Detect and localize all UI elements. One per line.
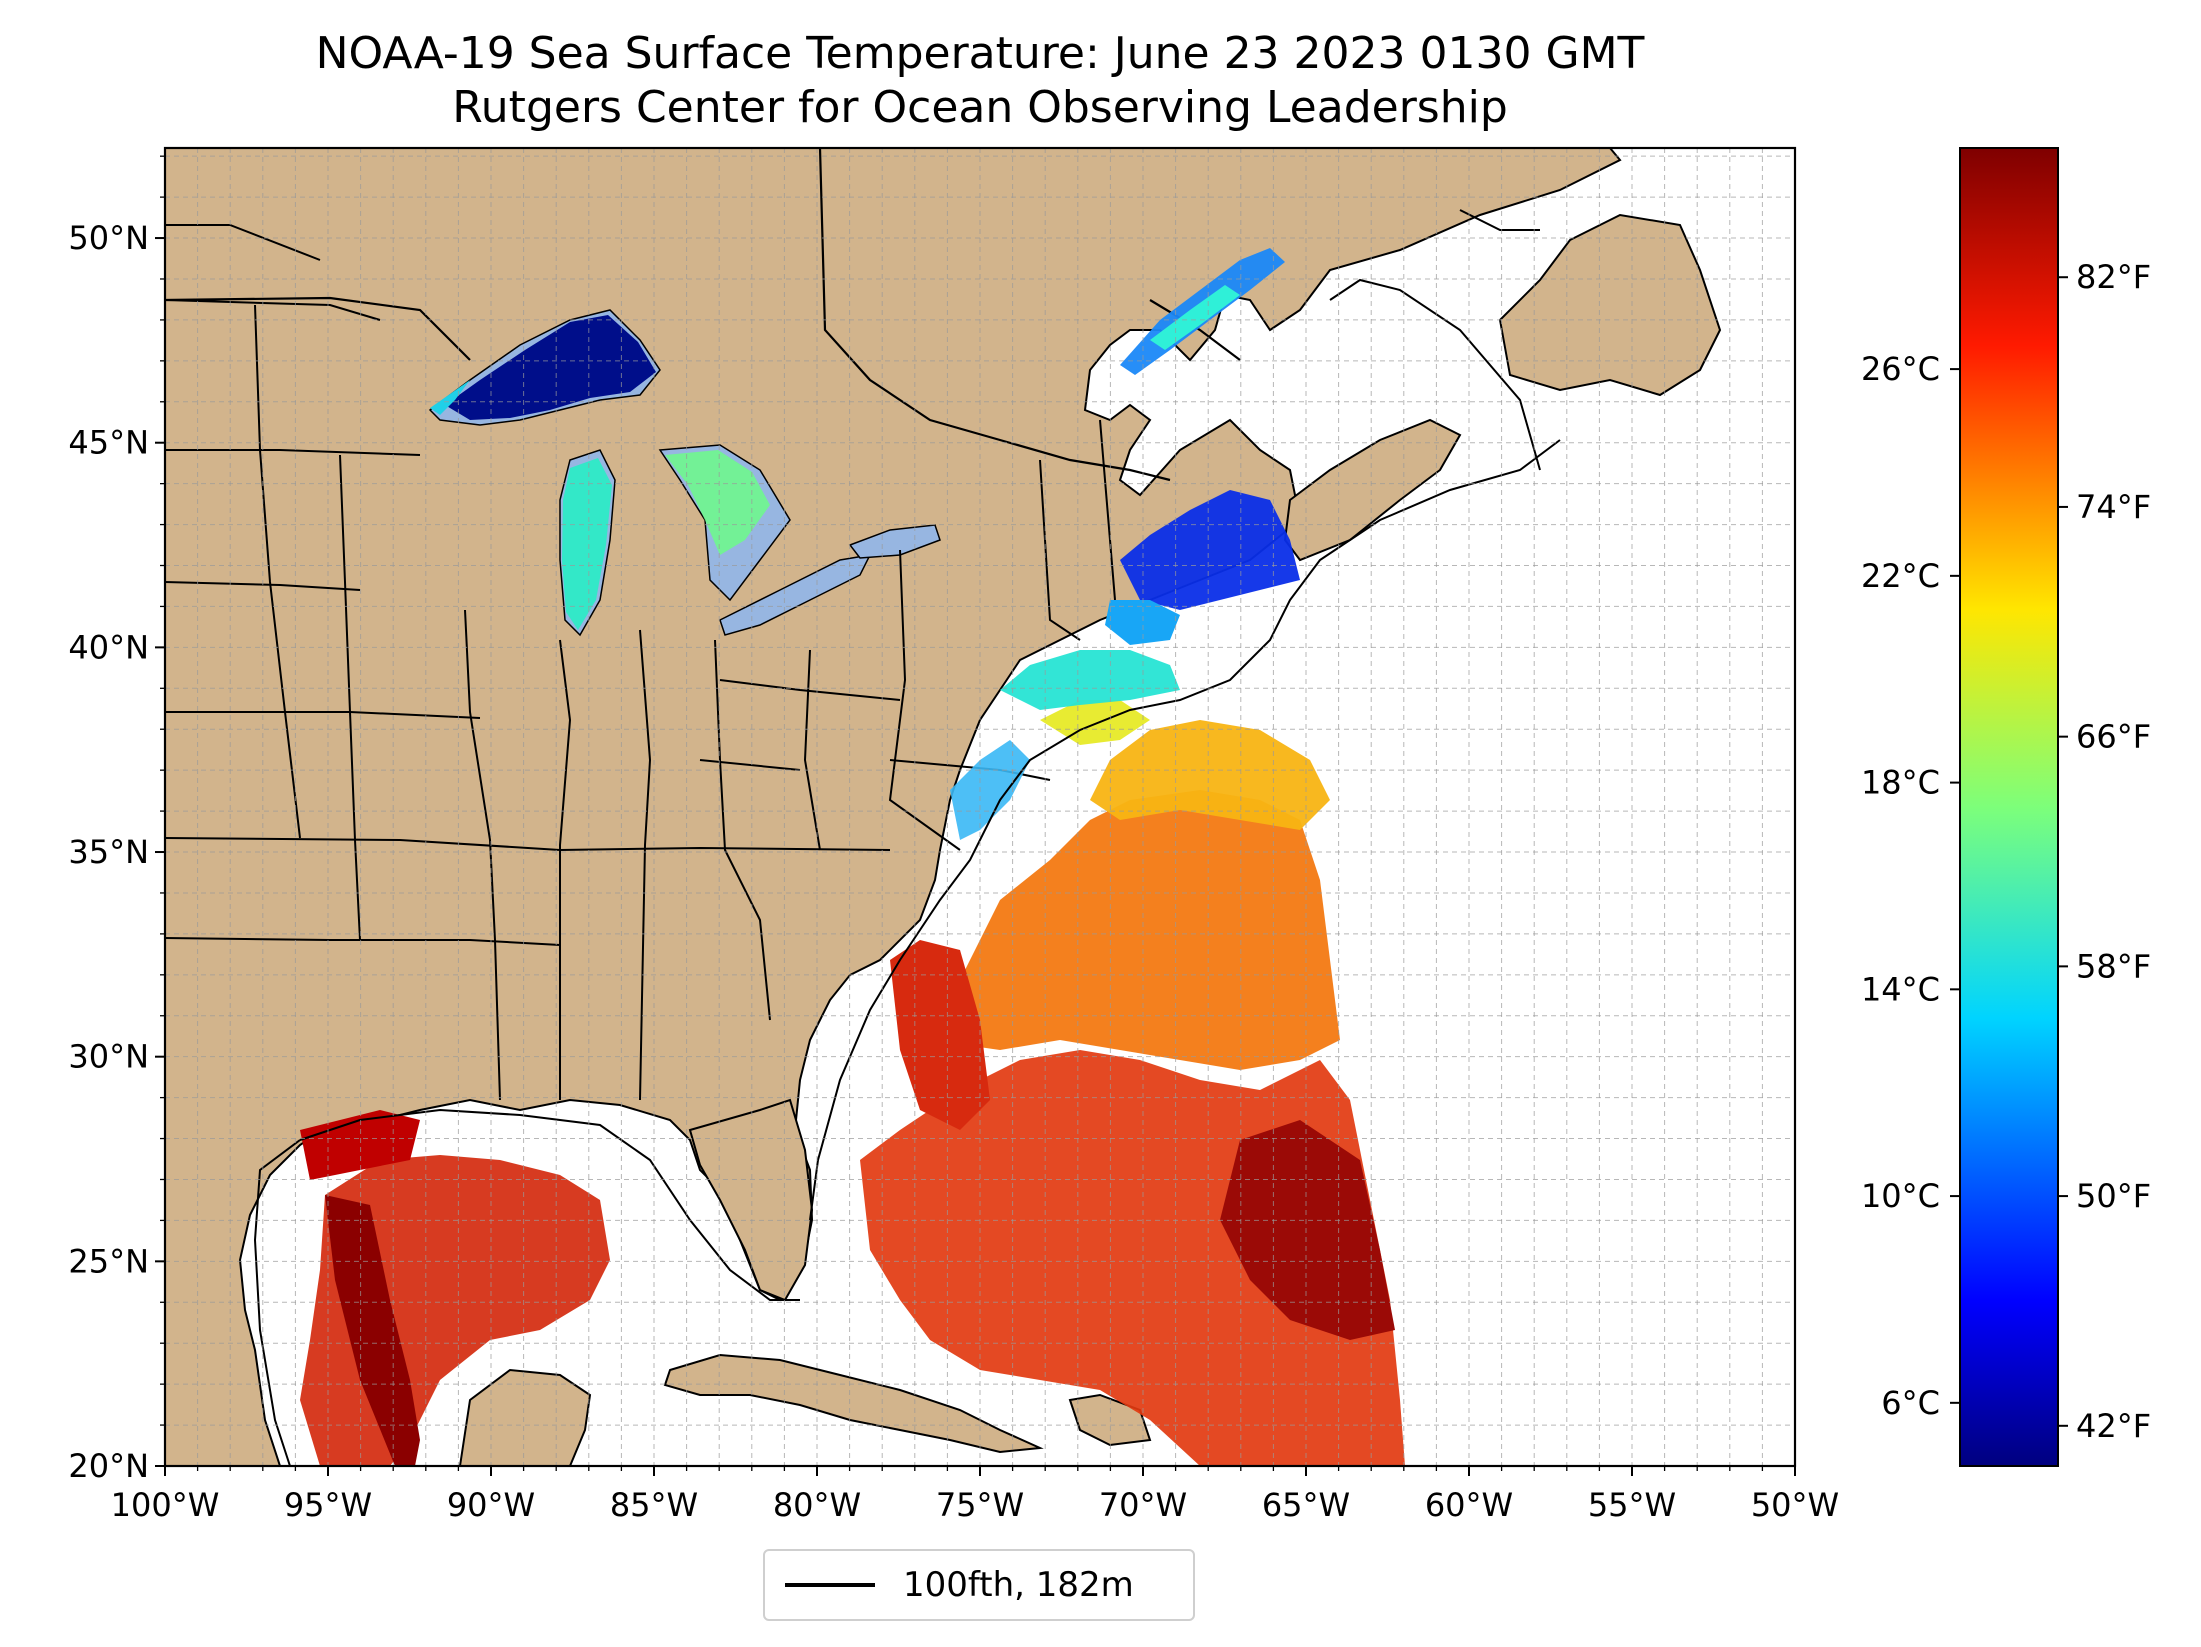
colorbar-c-label: 22°C — [1861, 557, 1940, 595]
land-florida — [688, 1098, 814, 1302]
national-boundaries — [165, 148, 1241, 482]
map-gridlines — [165, 148, 1795, 1466]
lon-tick-label: 60°W — [1425, 1486, 1513, 1524]
sst-shelf-yellow — [1040, 700, 1150, 745]
colorbar-c-label: 10°C — [1861, 1177, 1940, 1215]
colorbar-c-label: 18°C — [1861, 764, 1940, 802]
map-axis-ticks: 100°W 95°W 90°W 85°W 80°W 75°W 70°W 65°W 60°W 55°… — [68, 155, 1839, 1524]
map-legend: 100fth, 182m — [763, 1549, 1195, 1621]
sst-lake-superior-edge — [430, 380, 470, 415]
lon-tick-label: 100°W — [111, 1486, 220, 1524]
lon-tick-label: 90°W — [447, 1486, 535, 1524]
lat-tick-label: 40°N — [68, 628, 149, 666]
colorbar-c-label: 26°C — [1861, 350, 1940, 388]
lon-tick-label: 70°W — [1099, 1486, 1187, 1524]
sst-gulf-west-edge — [325, 1195, 420, 1466]
lon-tick-label: 65°W — [1262, 1486, 1350, 1524]
colorbar-c-label: 6°C — [1881, 1384, 1940, 1422]
lat-tick-label: 45°N — [68, 424, 149, 462]
land-yucatan — [458, 1368, 592, 1466]
sst-gulf-of-maine — [1120, 490, 1300, 610]
isobath-100fth — [253, 209, 1561, 1466]
lake-ontario — [848, 524, 941, 559]
sst-georges-bank — [1105, 600, 1180, 645]
colorbar-gradient — [1959, 147, 2059, 1467]
lon-tick-label: 95°W — [284, 1486, 372, 1524]
sst-lake-superior — [445, 315, 656, 420]
colorbar-f-label: 82°F — [2076, 258, 2151, 296]
colorbar-ticks: 42°F 50°F 58°F 66°F 74°F 82°F 6°C 10°C 14°C 18°C 2… — [1861, 258, 2151, 1445]
lat-tick-label: 20°N — [68, 1447, 149, 1485]
colorbar-f-label: 42°F — [2076, 1407, 2151, 1445]
lon-tick-label: 55°W — [1588, 1486, 1676, 1524]
sst-atlantic-southeast-deep — [1220, 1120, 1395, 1340]
map-body — [165, 148, 1795, 1466]
sst-st-lawrence-cyan — [1150, 285, 1240, 350]
sst-atlantic-mid — [930, 790, 1340, 1070]
colorbar-f-label: 58°F — [2076, 947, 2151, 985]
sst-gulf-north — [300, 1110, 420, 1180]
colorbar-f-label: 50°F — [2076, 1177, 2151, 1215]
sst-lake-huron — [665, 450, 770, 555]
colorbar-f-label: 74°F — [2076, 488, 2151, 526]
land-cuba — [663, 1353, 1044, 1454]
lat-tick-label: 30°N — [68, 1038, 149, 1076]
colorbar-f-label: 66°F — [2076, 718, 2151, 756]
map-title: NOAA-19 Sea Surface Temperature: June 23… — [315, 28, 1645, 79]
lon-tick-label: 80°W — [773, 1486, 861, 1524]
state-boundaries — [165, 224, 1116, 1101]
legend-line-swatch — [785, 1583, 875, 1587]
lat-tick-label: 35°N — [68, 833, 149, 871]
lat-tick-label: 50°N — [68, 219, 149, 257]
lon-tick-label: 50°W — [1751, 1486, 1839, 1524]
lon-tick-label: 75°W — [936, 1486, 1024, 1524]
lat-tick-label: 25°N — [68, 1242, 149, 1280]
sst-atlantic-north — [1090, 720, 1330, 830]
sst-lake-michigan — [562, 458, 612, 630]
map-subtitle: Rutgers Center for Ocean Observing Leade… — [452, 82, 1508, 133]
colorbar-c-label: 14°C — [1861, 970, 1940, 1008]
legend-label: 100fth, 182m — [903, 1565, 1134, 1605]
sst-data — [300, 248, 1405, 1466]
sst-chesapeake-shelf — [950, 740, 1030, 840]
lake-erie — [719, 554, 872, 636]
colorbar: 42°F 50°F 58°F 66°F 74°F 82°F 6°C 10°C 14°C 18°C 2… — [1861, 147, 2151, 1467]
lon-tick-label: 85°W — [610, 1486, 698, 1524]
